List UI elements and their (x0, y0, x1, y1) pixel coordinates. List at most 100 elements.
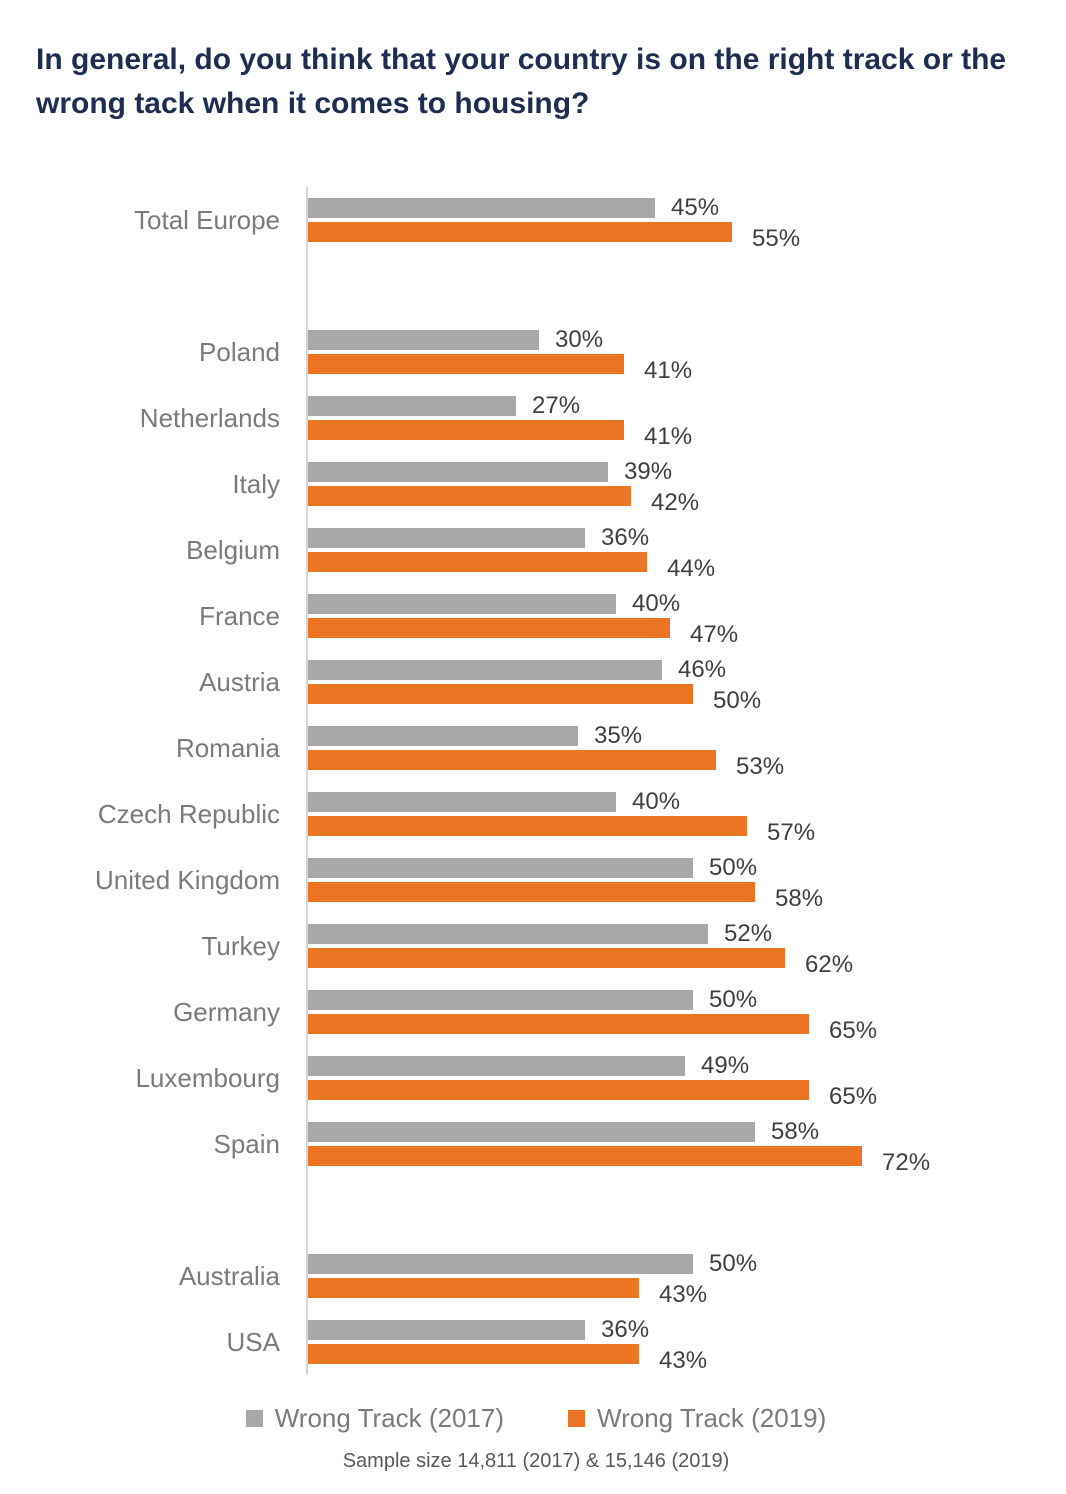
category-label: Belgium (186, 534, 280, 565)
bars-group: 30% 41% (306, 319, 1036, 385)
value-label-2017: 50% (709, 986, 758, 1013)
bar-2017 (308, 528, 585, 548)
bars-group: 50% 65% (306, 979, 1036, 1045)
chart-row: Germany 50% 65% (36, 979, 1036, 1045)
bars-group: 50% 43% (306, 1243, 1036, 1309)
legend-marker-2017-icon (245, 1410, 263, 1427)
chart-title: In general, do you think that your count… (36, 43, 1007, 120)
bar-2019 (308, 618, 670, 638)
chart-row: United Kingdom 50% 58% (36, 847, 1036, 913)
value-label-2019: 55% (752, 225, 801, 252)
value-label-2019: 41% (644, 423, 693, 450)
bar-2019 (308, 1014, 809, 1034)
bars-group: 40% 57% (306, 781, 1036, 847)
category-label: France (199, 600, 280, 631)
legend-item-2019: Wrong Track (2019) (568, 1403, 826, 1434)
bar-line: 47% (308, 618, 1036, 648)
value-label-2017: 40% (632, 590, 681, 617)
category-label: Luxembourg (135, 1062, 280, 1093)
value-label-2017: 46% (678, 656, 727, 683)
bars-group: 45% 55% (306, 187, 1036, 253)
value-label-2017: 45% (671, 194, 720, 221)
bar-2017 (308, 330, 539, 350)
value-label-2017: 40% (632, 788, 681, 815)
category-label: Germany (173, 996, 280, 1027)
chart-row: USA 36% 43% (36, 1309, 1036, 1375)
bar-2017 (308, 858, 693, 878)
bar-line: 45% (308, 194, 1036, 221)
bar-line: 36% (308, 524, 1036, 551)
category-label: Czech Republic (97, 798, 280, 829)
plot: Total Europe 45% 55% Poland 30% 41% Netherland… (36, 187, 1036, 1375)
bar-line: 40% (308, 590, 1036, 617)
bar-line: 35% (308, 722, 1036, 749)
category-label: Australia (178, 1260, 280, 1291)
bar-2019 (308, 1146, 862, 1166)
bar-line: 50% (308, 1250, 1036, 1277)
sample-size-note: Sample size 14,811 (2017) & 15,146 (2019… (342, 1450, 730, 1472)
bar-line: 58% (308, 1118, 1036, 1145)
bar-line: 30% (308, 326, 1036, 353)
category-label: Austria (199, 666, 280, 697)
bar-line: 44% (308, 552, 1036, 582)
legend: Wrong Track (2017) Wrong Track (2019) (36, 1403, 1036, 1434)
spacer-row (36, 1177, 1036, 1243)
bar-2017 (308, 726, 578, 746)
bars-group: 46% 50% (306, 649, 1036, 715)
bar-line: 40% (308, 788, 1036, 815)
bar-2019 (308, 1344, 639, 1364)
category-label: USA (226, 1326, 280, 1357)
value-label-2017: 50% (709, 854, 758, 881)
bar-2019 (308, 552, 647, 572)
chart-row: Poland 30% 41% (36, 319, 1036, 385)
spacer-row (36, 253, 1036, 319)
chart-row: Italy 39% 42% (36, 451, 1036, 517)
bar-line: 43% (308, 1344, 1036, 1374)
value-label-2019: 65% (829, 1083, 878, 1110)
category-label: Poland (199, 336, 280, 367)
bar-line: 43% (308, 1278, 1036, 1308)
chart-row: Czech Republic 40% 57% (36, 781, 1036, 847)
bar-2019 (308, 354, 624, 374)
value-label-2019: 50% (713, 687, 762, 714)
bar-2017 (308, 396, 516, 416)
bar-line: 50% (308, 986, 1036, 1013)
category-label: Spain (213, 1128, 281, 1159)
bar-line: 49% (308, 1052, 1036, 1079)
bars-group: 27% 41% (306, 385, 1036, 451)
bar-line: 58% (308, 882, 1036, 912)
bar-line: 52% (308, 920, 1036, 947)
value-label-2019: 47% (690, 621, 739, 648)
category-label: Romania (175, 732, 280, 763)
bar-line: 62% (308, 948, 1036, 978)
value-label-2019: 53% (736, 753, 785, 780)
bar-2019 (308, 882, 755, 902)
chart-row: Spain 58% 72% (36, 1111, 1036, 1177)
value-label-2017: 36% (601, 1316, 650, 1343)
category-label: Netherlands (139, 402, 280, 433)
bar-2019 (308, 222, 732, 242)
bar-line: 50% (308, 684, 1036, 714)
chart-row: Total Europe 45% 55% (36, 187, 1036, 253)
bar-2017 (308, 1122, 755, 1142)
bar-line: 27% (308, 392, 1036, 419)
value-label-2019: 44% (667, 555, 716, 582)
value-label-2017: 39% (624, 458, 673, 485)
bars-group: 36% 43% (306, 1309, 1036, 1375)
bars-group: 49% 65% (306, 1045, 1036, 1111)
bar-line: 50% (308, 854, 1036, 881)
bars-group: 50% 58% (306, 847, 1036, 913)
bar-2017 (308, 660, 662, 680)
chart-row: Australia 50% 43% (36, 1243, 1036, 1309)
value-label-2017: 49% (701, 1052, 750, 1079)
bar-2017 (308, 1320, 585, 1340)
bar-2019 (308, 486, 631, 506)
value-label-2017: 50% (709, 1250, 758, 1277)
bar-2019 (308, 1080, 809, 1100)
bars-group: 35% 53% (306, 715, 1036, 781)
bar-2017 (308, 594, 616, 614)
value-label-2019: 43% (659, 1347, 708, 1374)
bar-line: 39% (308, 458, 1036, 485)
bar-2019 (308, 948, 785, 968)
bar-2019 (308, 1278, 639, 1298)
